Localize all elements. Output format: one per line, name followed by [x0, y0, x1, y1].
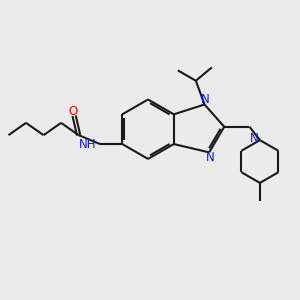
- Text: N: N: [250, 132, 259, 145]
- Text: O: O: [69, 105, 78, 118]
- Text: N: N: [206, 151, 215, 164]
- Text: N: N: [201, 93, 210, 106]
- Text: NH: NH: [79, 138, 96, 151]
